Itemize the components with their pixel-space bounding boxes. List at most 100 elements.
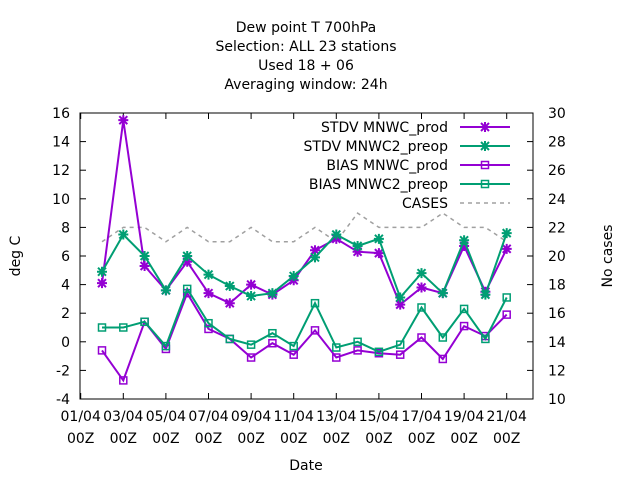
data-point [310, 298, 320, 308]
y2-tick-label: 28 [548, 135, 566, 151]
data-point [246, 340, 256, 349]
data-point [97, 346, 107, 355]
x-tick-hour-label: 00Z [110, 431, 137, 447]
data-point [161, 341, 171, 351]
x-tick-label: 09/04 [231, 409, 271, 425]
series-bias-mnwc-prod [97, 288, 511, 385]
legend-swatch-marker [480, 160, 490, 170]
data-point [416, 282, 427, 293]
x-tick-label: 03/04 [103, 409, 143, 425]
data-point [459, 321, 469, 331]
legend: STDV MNWC_prod STDV MNWC2_preop BIAS MNWC_… [304, 120, 510, 212]
data-point [118, 229, 129, 240]
data-point [119, 376, 128, 385]
data-point [289, 341, 298, 351]
data-point [395, 299, 406, 310]
data-point [459, 240, 470, 251]
title-line: Selection: ALL 23 stations [215, 39, 396, 55]
y2-tick-label: 26 [548, 163, 566, 179]
y-tick-label: -2 [56, 363, 70, 379]
series-lines [97, 115, 512, 385]
y-tick-label: 14 [52, 135, 70, 151]
y-tick-label: 2 [61, 306, 70, 322]
x-tick-label: 15/04 [359, 409, 399, 425]
data-point [352, 246, 363, 257]
axis-ticks: -4-2024681012141610121416182022242628300… [52, 106, 566, 447]
data-point [353, 346, 362, 355]
x-tick-hour-label: 00Z [237, 431, 264, 447]
data-point [97, 278, 107, 289]
data-point [395, 350, 405, 359]
data-point [438, 333, 448, 342]
x-tick-label: 05/04 [146, 409, 186, 425]
y-tick-label: 8 [61, 220, 70, 236]
data-point [139, 261, 150, 272]
data-point [332, 343, 341, 352]
y2-tick-label: 12 [548, 363, 566, 379]
data-point [502, 293, 511, 302]
data-point [288, 271, 299, 282]
data-point [203, 269, 214, 280]
data-point [438, 354, 448, 364]
data-point [374, 347, 384, 357]
data-point [267, 288, 278, 299]
title-line: Used 18 + 06 [258, 58, 354, 74]
legend-label: CASES [402, 196, 448, 212]
data-point [204, 324, 213, 334]
data-point [331, 229, 342, 240]
y-tick-label: 6 [61, 249, 70, 265]
data-point [481, 334, 490, 344]
x-tick-label: 07/04 [188, 409, 228, 425]
x-tick-label: 19/04 [444, 409, 484, 425]
x-tick-hour-label: 00Z [408, 431, 435, 447]
legend-label: BIAS MNWC_prod [326, 158, 448, 174]
legend-label: STDV MNWC_prod [321, 120, 448, 136]
x-tick-hour-label: 00Z [450, 431, 477, 447]
x-tick-hour-label: 00Z [323, 431, 350, 447]
data-point [417, 333, 426, 342]
data-point [246, 353, 256, 362]
series-line [101, 212, 508, 243]
data-point [160, 285, 171, 296]
y-tick-label: 0 [61, 335, 70, 351]
data-point [502, 310, 511, 319]
data-point [224, 281, 235, 292]
legend-swatch-marker [480, 141, 490, 151]
y2-axis-label: No cases [600, 225, 616, 288]
x-tick-hour-label: 00Z [152, 431, 179, 447]
x-tick-hour-label: 00Z [365, 431, 392, 447]
data-point [246, 279, 257, 290]
data-point [246, 291, 257, 302]
y2-tick-label: 18 [548, 278, 566, 294]
data-point [203, 288, 214, 299]
data-point [268, 338, 277, 348]
data-point [501, 243, 512, 254]
x-axis-label: Date [289, 458, 322, 474]
y-axis-label: deg C [8, 235, 24, 276]
data-point [310, 326, 320, 335]
data-point [182, 284, 192, 294]
legend-label: STDV MNWC2_preop [304, 139, 449, 155]
y2-tick-label: 10 [548, 392, 566, 408]
series-line [102, 286, 508, 353]
data-point [459, 304, 469, 314]
data-point [352, 240, 363, 251]
data-point [437, 288, 448, 299]
y2-tick-label: 14 [548, 335, 566, 351]
data-point [417, 303, 426, 312]
data-point [140, 317, 149, 327]
x-tick-label: 11/04 [274, 409, 314, 425]
data-point [373, 233, 384, 244]
data-point [480, 289, 491, 300]
y-tick-label: 16 [52, 106, 70, 122]
y2-tick-label: 20 [548, 249, 566, 265]
x-tick-label: 21/04 [487, 409, 527, 425]
y2-tick-label: 16 [548, 306, 566, 322]
legend-label: BIAS MNWC2_preop [309, 177, 448, 193]
data-point [395, 340, 405, 349]
data-point [353, 337, 362, 347]
data-point [416, 268, 427, 279]
y2-tick-label: 24 [548, 192, 566, 208]
data-point [310, 252, 320, 263]
data-point [310, 245, 320, 256]
